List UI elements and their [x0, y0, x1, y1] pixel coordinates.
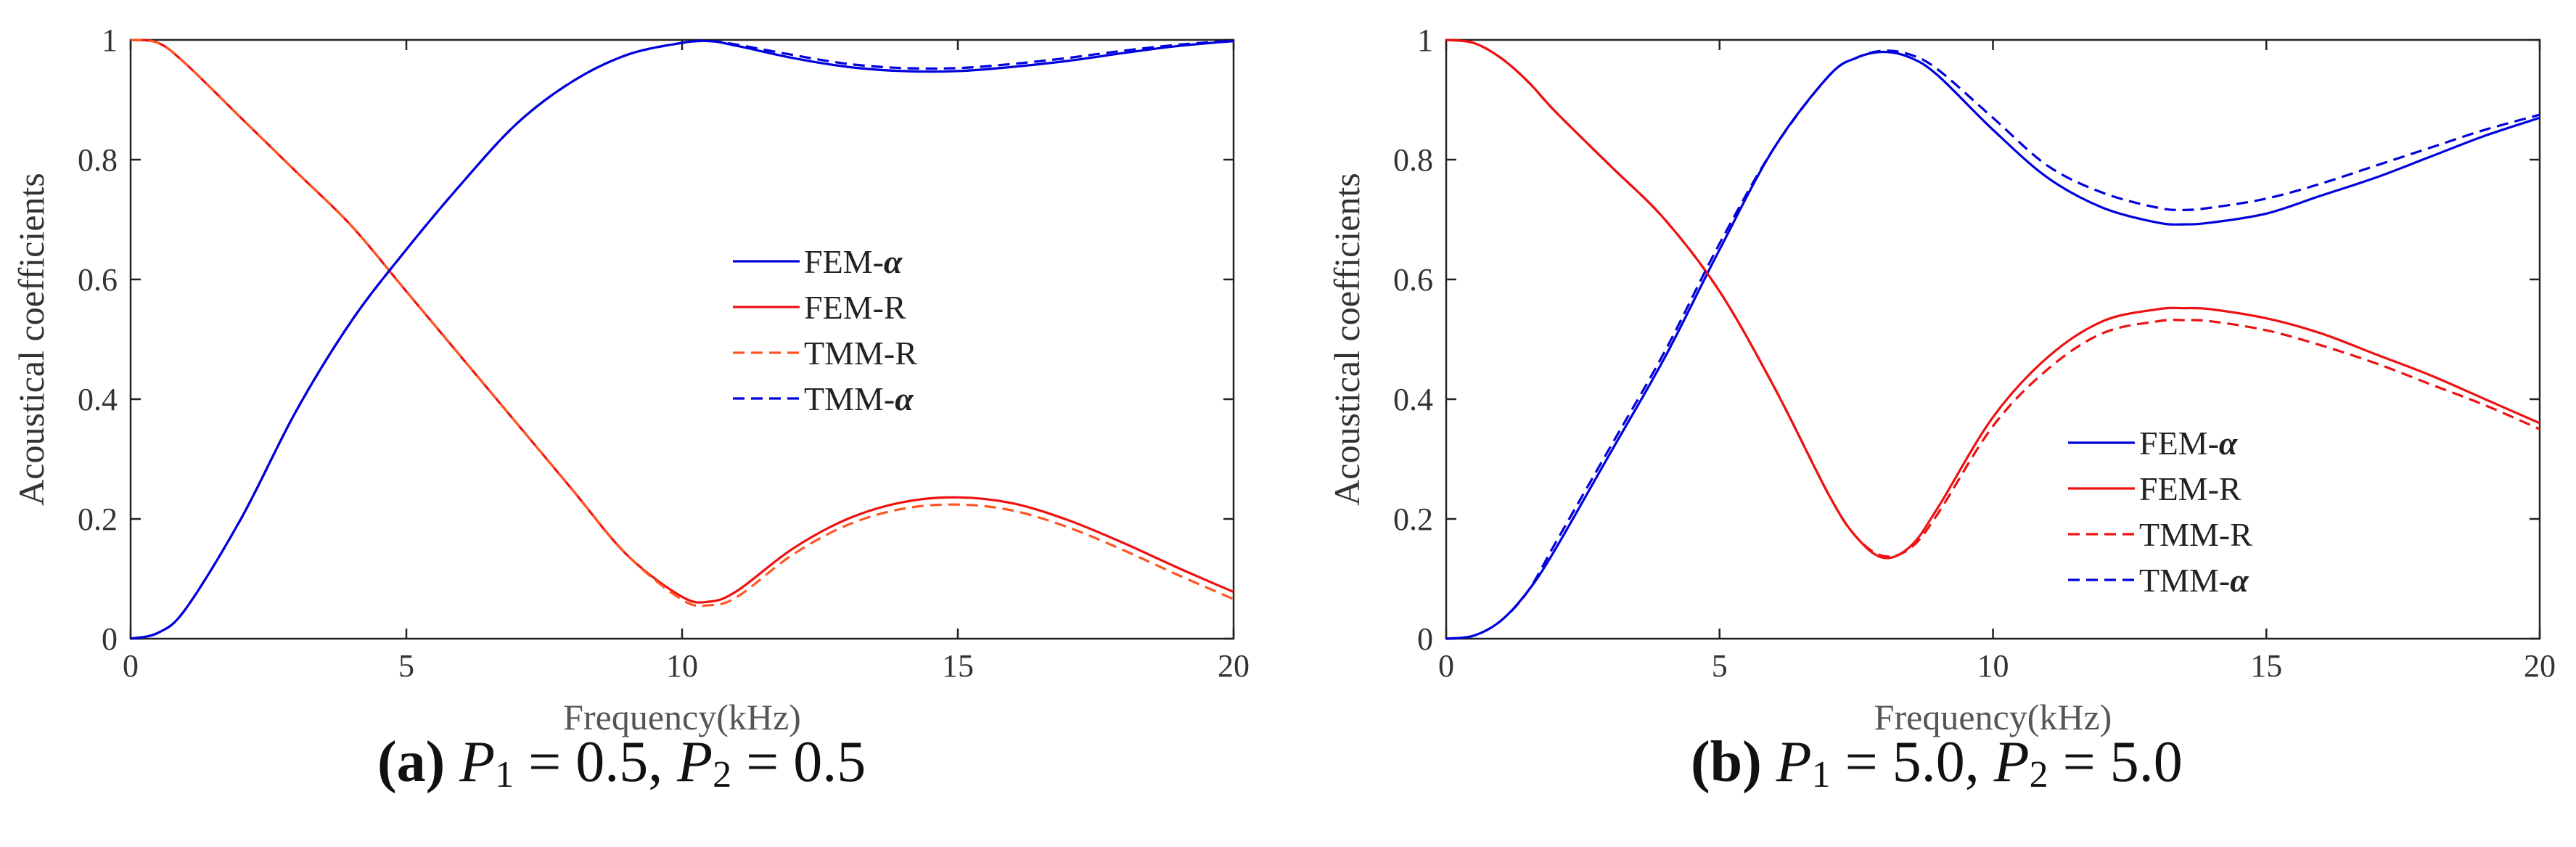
pa-ytick-label-4: 0.8: [78, 142, 118, 178]
caption-b-p1-var: P: [1776, 730, 1812, 794]
pa-xtick-label-4: 20: [1218, 648, 1250, 684]
caption-a-p2-sub: 2: [713, 754, 732, 795]
pb-legend-symbol-0: α: [2219, 425, 2239, 462]
caption-a-p2-var: P: [677, 730, 713, 794]
pb-xtick-label-0: 0: [1438, 648, 1454, 684]
pa-legend-label-3: TMM-α: [804, 380, 914, 417]
pb-x-axis-label: Frequency(kHz): [1874, 697, 2112, 737]
pa-ytick-label-5: 1: [102, 22, 118, 58]
pa-series-3-line: [131, 39, 1234, 640]
pb-xtick-label-3: 15: [2250, 648, 2282, 684]
pb-series-3-line: [1446, 49, 2540, 640]
pa-legend-text-0: FEM-: [804, 243, 884, 280]
pb-ytick-label-5: 1: [1417, 22, 1433, 58]
pa-series-2-line: [131, 38, 1234, 607]
caption-b-label: (b): [1691, 730, 1762, 794]
caption-b-p2-sub: 2: [2029, 754, 2048, 795]
pb-y-axis-label: Acoustical coefficients: [1326, 173, 1367, 506]
pa-ytick-label-3: 0.6: [78, 262, 118, 298]
caption-a-p2-val: = 0.5: [731, 730, 866, 794]
pb-legend-label-2: TMM-R: [2139, 516, 2252, 553]
pb-legend-label-1: FEM-R: [2139, 470, 2241, 507]
pa-legend-symbol-3: α: [895, 380, 914, 417]
caption-a-label: (a): [377, 730, 446, 794]
pa-xtick-label-3: 15: [942, 648, 974, 684]
pa-xtick-label-0: 0: [123, 648, 139, 684]
caption-b-p1-val: = 5.0,: [1830, 730, 1994, 794]
pb-xtick-label-4: 20: [2524, 648, 2556, 684]
pb-xtick-label-1: 5: [1712, 648, 1728, 684]
pa-ytick-label-1: 0.2: [78, 502, 118, 537]
pb-legend-text-3: TMM-: [2139, 562, 2230, 599]
pa-legend-label-0: FEM-α: [804, 243, 903, 280]
pa-xtick-label-1: 5: [398, 648, 414, 684]
pa-legend-text-1: FEM-R: [804, 289, 906, 326]
pb-ytick-label-0: 0: [1417, 621, 1433, 657]
pa-legend-text-3: TMM-: [804, 380, 895, 417]
pa-xtick-label-2: 10: [666, 648, 698, 684]
pa-x-axis-label: Frequency(kHz): [563, 697, 801, 737]
pb-ytick-label-2: 0.4: [1393, 382, 1433, 417]
pb-legend-symbol-3: α: [2230, 562, 2249, 599]
pb-ytick-label-1: 0.2: [1393, 502, 1433, 537]
pb-series-2-line: [1446, 38, 2540, 558]
pb-ytick-label-4: 0.8: [1393, 142, 1433, 178]
pa-axes-box: [129, 38, 1235, 640]
pa-ytick-label-0: 0: [102, 621, 118, 657]
pb-ytick-label-3: 0.6: [1393, 262, 1433, 298]
pa-y-axis-label: Acoustical coefficients: [11, 173, 52, 506]
pb-xtick-label-2: 10: [1977, 648, 2009, 684]
caption-a-p1-sub: 1: [495, 754, 514, 795]
pb-legend-label-3: TMM-α: [2139, 562, 2249, 599]
pb-axes-box: [1445, 38, 2541, 640]
pb-series-0-line: [1446, 50, 2540, 640]
pb-legend-label-0: FEM-α: [2139, 425, 2239, 462]
pb-legend-text-2: TMM-R: [2139, 516, 2252, 553]
caption-a: (a) P1 = 0.5, P2 = 0.5: [377, 729, 866, 796]
pa-legend-label-2: TMM-R: [804, 335, 917, 372]
chart-panel-b: 0 5 10 15 20 0 0.2 0.4 0.6 0.8 1 Frequency(kHz) Acou…: [1326, 22, 2556, 737]
caption-a-p1-var: P: [459, 730, 496, 794]
pa-legend-text-2: TMM-R: [804, 335, 917, 372]
pa-legend-label-1: FEM-R: [804, 289, 906, 326]
chart-panel-a: 0 5 10 15 20 0 0.2 0.4 0.6 0.8 1 Frequency(kHz) Acou…: [11, 22, 1250, 737]
caption-b-p2-val: = 5.0: [2048, 730, 2183, 794]
caption-b-p1-sub: 1: [1811, 754, 1831, 795]
pb-legend-text-1: FEM-R: [2139, 470, 2241, 507]
caption-b: (b) P1 = 5.0, P2 = 5.0: [1691, 729, 2183, 796]
caption-a-p1-val: = 0.5,: [514, 730, 678, 794]
caption-b-p2-var: P: [1993, 730, 2030, 794]
pa-ytick-label-2: 0.4: [78, 382, 118, 417]
pa-legend-symbol-0: α: [884, 243, 903, 280]
pb-legend-text-0: FEM-: [2139, 425, 2219, 462]
